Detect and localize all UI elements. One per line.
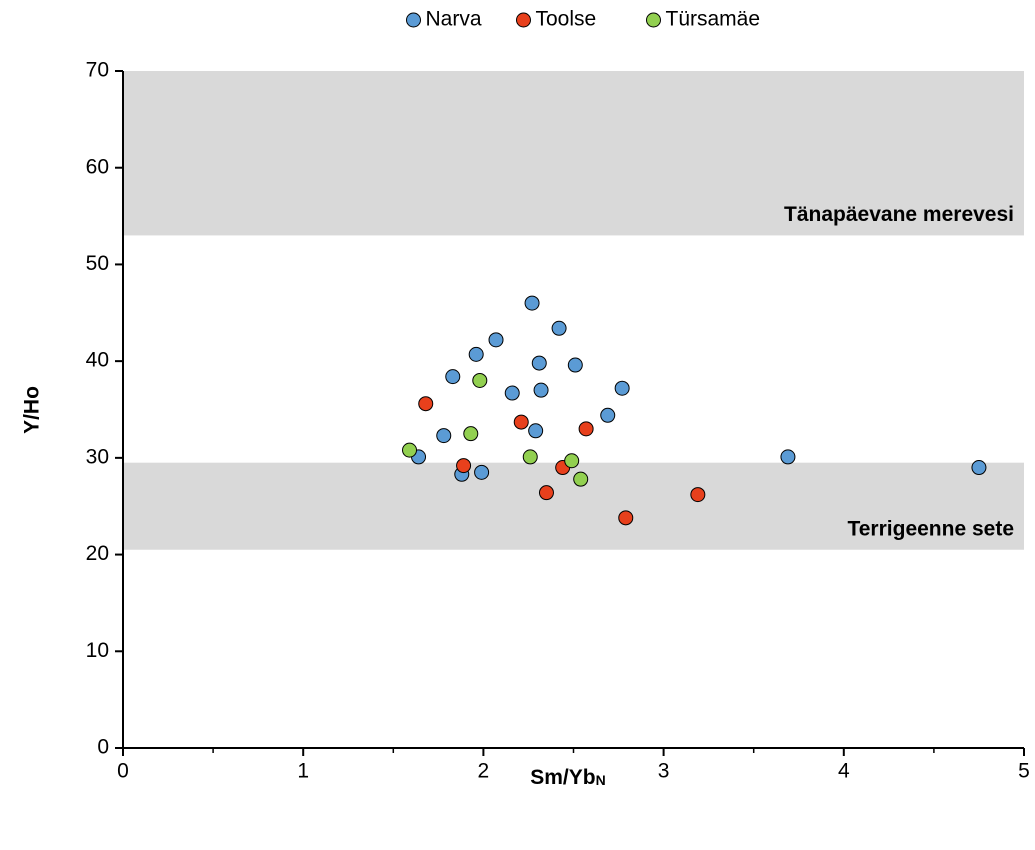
data-point: [418, 396, 434, 412]
x-tick-label: 3: [658, 760, 670, 783]
y-tick-label: 30: [86, 445, 109, 468]
x-axis-title: Sm/YbN: [530, 766, 605, 789]
y-tick-label: 20: [86, 542, 109, 565]
y-tick-label: 10: [86, 639, 109, 662]
x-tick-label: 5: [1018, 760, 1030, 783]
data-point: [600, 407, 616, 423]
data-point: [463, 426, 479, 442]
band-label: Terrigeenne sete: [847, 517, 1014, 540]
data-point: [474, 464, 490, 480]
data-point: [618, 510, 634, 526]
data-point: [524, 295, 540, 311]
x-tick-label: 4: [838, 760, 850, 783]
data-point: [522, 449, 538, 465]
data-point: [472, 372, 488, 388]
data-point: [567, 357, 583, 373]
y-tick-label: 40: [86, 349, 109, 372]
data-point: [436, 428, 452, 444]
x-tick-label: 1: [297, 760, 309, 783]
data-point: [564, 453, 580, 469]
data-point: [690, 487, 706, 503]
band-label: Tänapäevane merevesi: [784, 203, 1014, 226]
data-point: [533, 382, 549, 398]
data-point: [402, 442, 418, 458]
x-axis-title-main: Sm/Yb: [530, 766, 595, 789]
data-point: [504, 385, 520, 401]
x-tick-label: 2: [478, 760, 490, 783]
data-point: [488, 332, 504, 348]
data-point: [538, 485, 554, 501]
data-point: [456, 458, 472, 474]
data-point: [971, 460, 987, 476]
data-point: [614, 380, 630, 396]
legend-marker: [516, 12, 531, 28]
y-tick-label: 0: [97, 736, 109, 759]
legend-label: Toolse: [536, 8, 597, 31]
data-point: [578, 421, 594, 437]
x-tick-label: 0: [117, 760, 129, 783]
data-point: [573, 471, 589, 487]
legend-label: Türsamäe: [666, 8, 761, 31]
reference-band: [123, 71, 1024, 236]
y-tick-label: 60: [86, 155, 109, 178]
y-axis-title: Y/Ho: [21, 386, 44, 434]
data-point: [531, 355, 547, 371]
data-point: [780, 449, 796, 465]
data-point: [445, 369, 461, 385]
data-point: [468, 346, 484, 362]
y-tick-label: 70: [86, 59, 109, 82]
data-point: [528, 423, 544, 439]
legend-marker: [646, 12, 661, 28]
x-axis-title-subscript: N: [596, 772, 606, 788]
data-point: [513, 414, 529, 430]
data-point: [551, 320, 567, 336]
y-tick-label: 50: [86, 252, 109, 275]
legend-marker: [406, 12, 421, 28]
legend-label: Narva: [426, 8, 482, 31]
